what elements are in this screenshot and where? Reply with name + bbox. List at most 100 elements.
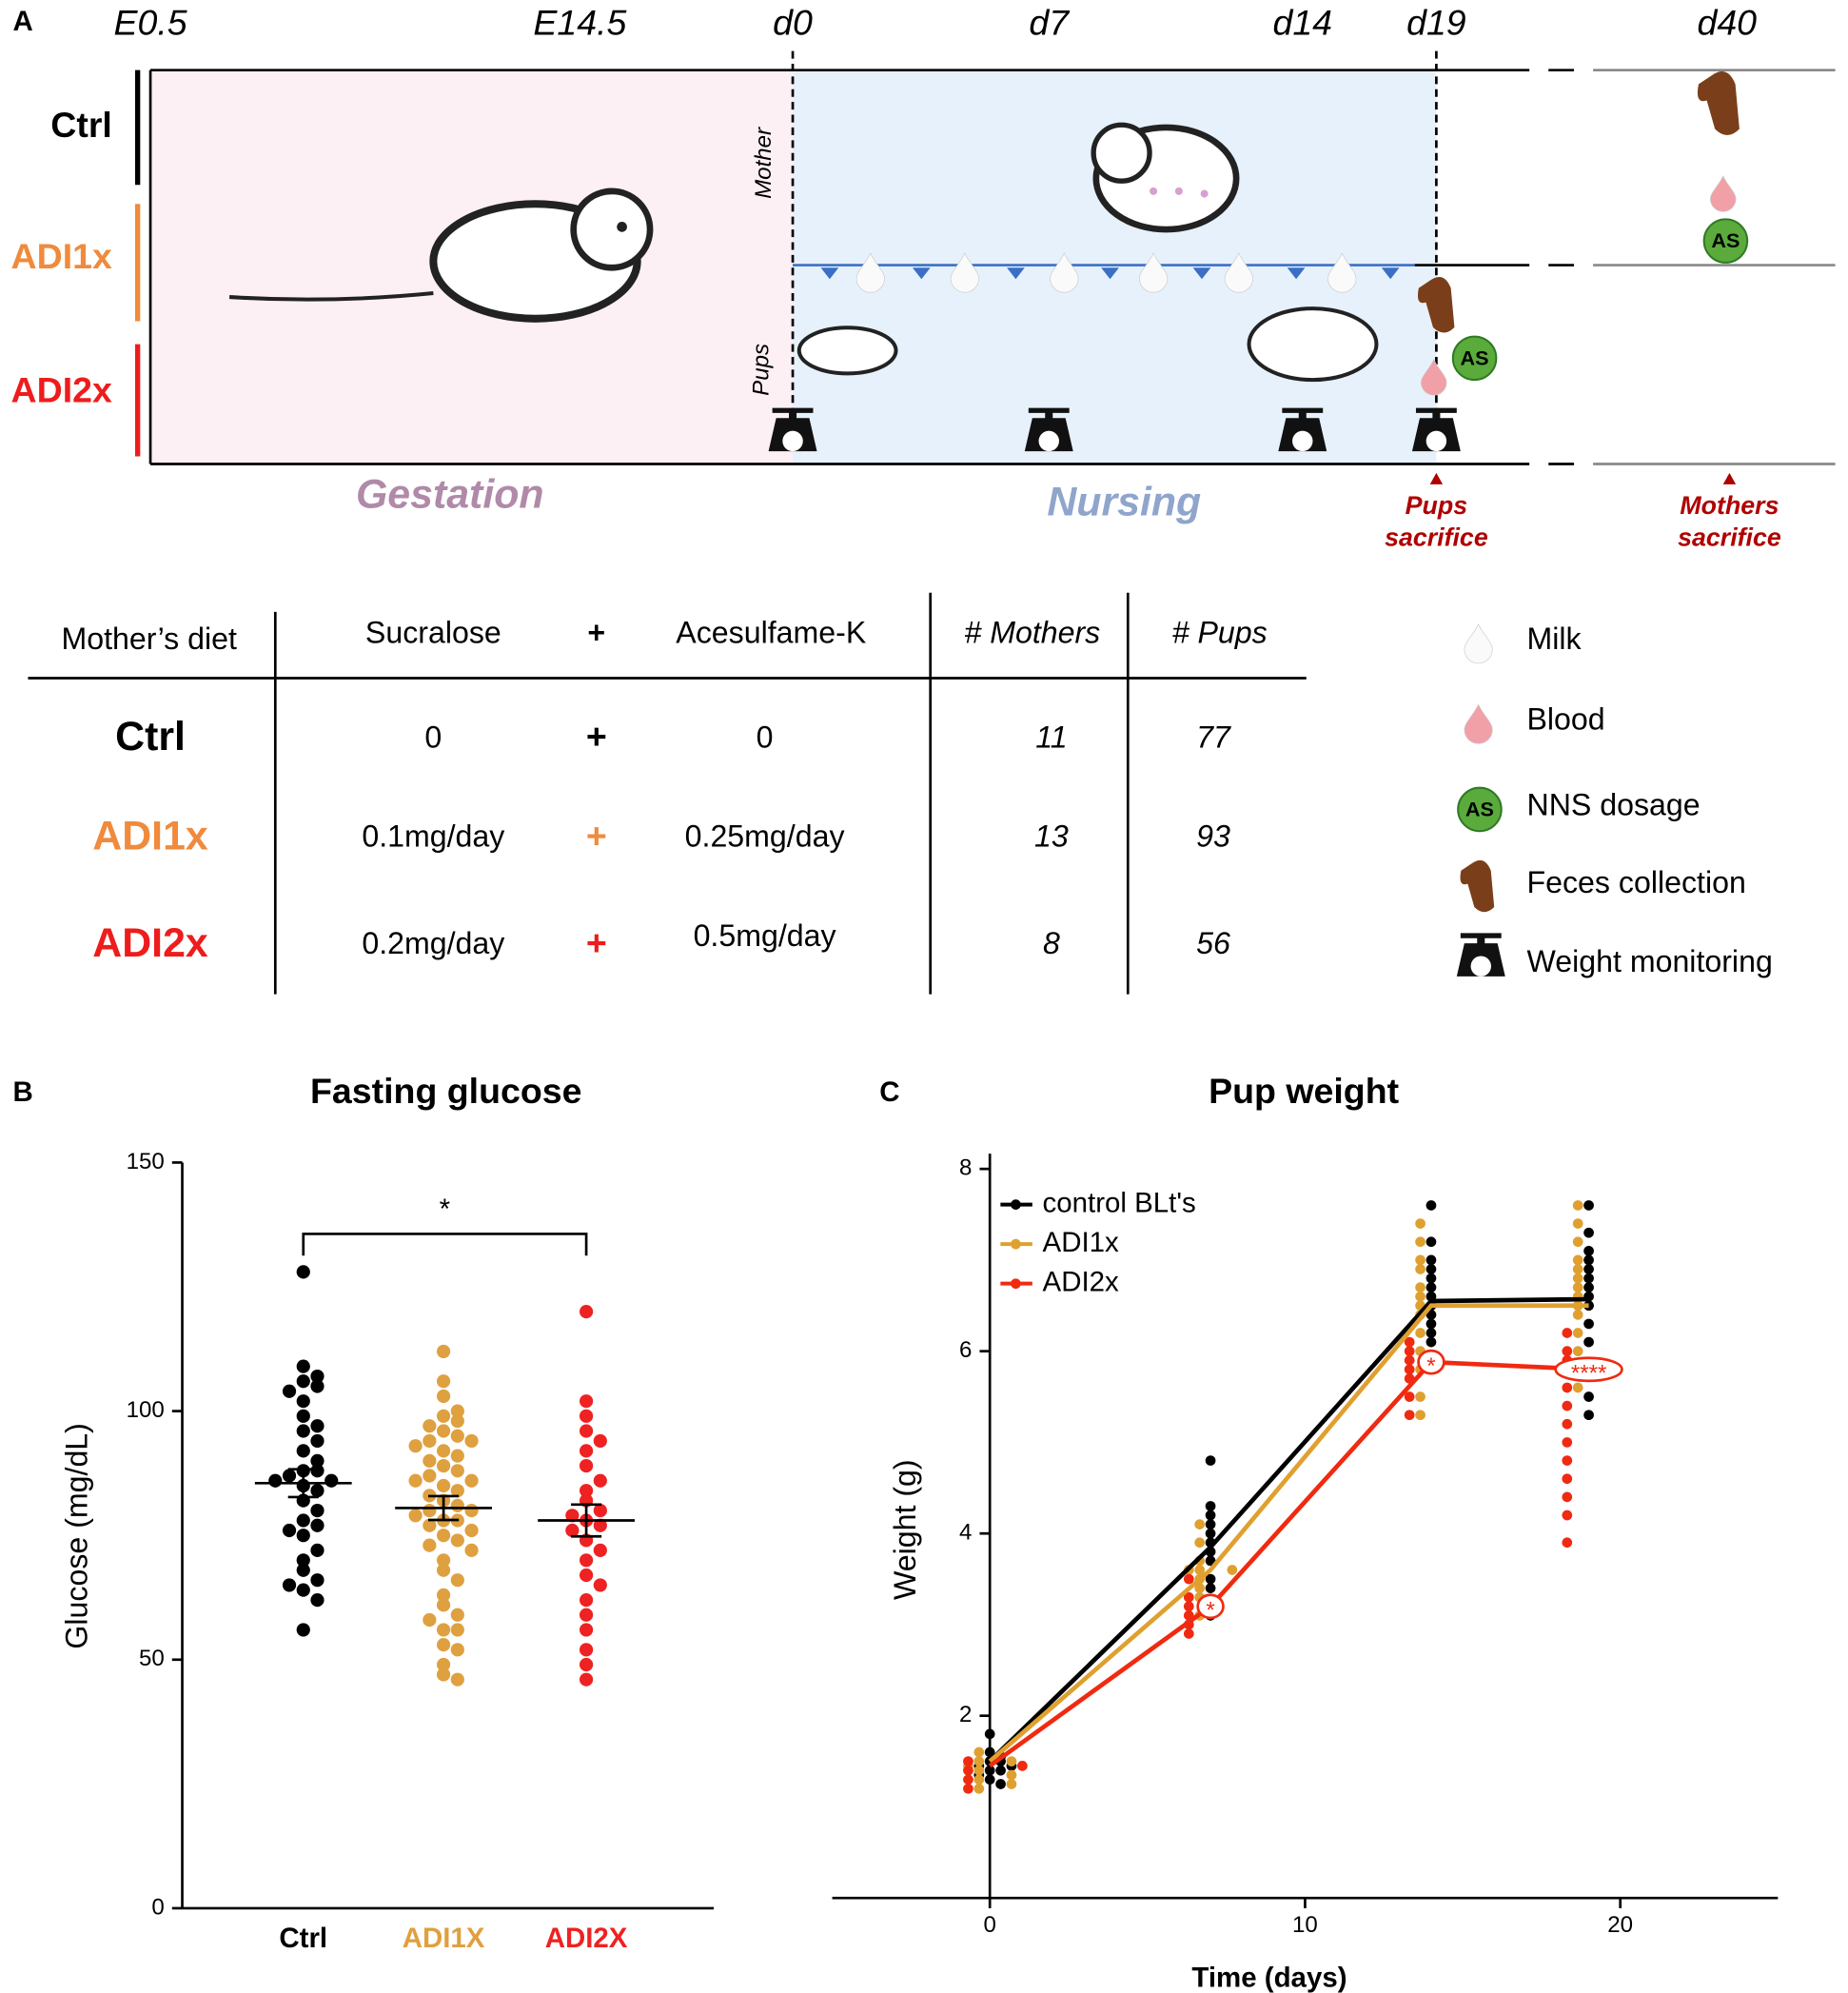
row-label: Mother [751, 127, 777, 199]
event-label: Pups [1406, 491, 1467, 520]
data-point [296, 1529, 310, 1543]
data-point [1006, 1756, 1017, 1766]
data-point [282, 1523, 297, 1538]
data-point [408, 1509, 423, 1523]
y-tick-label: 4 [959, 1520, 972, 1546]
data-point [1583, 1318, 1594, 1330]
data-point [1006, 1769, 1017, 1781]
data-point [973, 1756, 985, 1766]
nns-icon [1451, 335, 1498, 382]
table-cell: Ctrl [115, 714, 186, 760]
data-point [593, 1578, 607, 1592]
data-point [1562, 1418, 1573, 1430]
group-label: Ctrl [50, 105, 112, 145]
data-point [310, 1592, 324, 1608]
data-point [1583, 1410, 1594, 1421]
x-tick-label: 10 [1292, 1912, 1318, 1938]
error-bar [571, 1503, 602, 1538]
data-point [310, 1543, 324, 1557]
data-point [1425, 1336, 1437, 1348]
table-cell: 13 [1034, 819, 1069, 854]
table-cell: ADI1x [92, 814, 208, 859]
timeline-label: d7 [1029, 3, 1071, 43]
data-point [963, 1756, 973, 1766]
table-cell: + [586, 923, 607, 963]
annotation-ring [1554, 1356, 1623, 1383]
data-point [579, 1553, 594, 1568]
data-point [1415, 1264, 1425, 1274]
data-point [423, 1453, 437, 1468]
data-point [1194, 1565, 1206, 1575]
data-point [324, 1473, 339, 1488]
data-point [963, 1765, 973, 1776]
scale-icon [768, 407, 817, 452]
feces-icon [1697, 71, 1740, 135]
data-point [1425, 1264, 1437, 1274]
y-axis-label: Weight (g) [888, 1459, 922, 1600]
milk-drop [855, 252, 885, 293]
table-cell: 8 [1043, 926, 1060, 960]
mean-line [988, 1303, 1589, 1764]
data-point [436, 1478, 451, 1493]
triangles [820, 267, 1400, 280]
table-header: # Pups [1172, 615, 1268, 649]
legend-marker [1011, 1199, 1021, 1210]
data-point [1415, 1254, 1425, 1266]
row-label: Pups [748, 344, 774, 396]
data-point [579, 1623, 594, 1637]
x-tick-label: 0 [983, 1912, 995, 1938]
legend-label: Feces collection [1526, 865, 1745, 899]
table-cell: 0 [424, 720, 442, 754]
data-point [1194, 1537, 1206, 1549]
data-point [436, 1458, 451, 1473]
data-point [973, 1774, 985, 1786]
blood-drop [1420, 358, 1447, 396]
data-point [984, 1746, 995, 1758]
table-header: # Mothers [964, 615, 1100, 649]
data-point [1415, 1291, 1425, 1302]
data-point [1183, 1628, 1194, 1639]
data-point [963, 1774, 973, 1786]
data-point [973, 1746, 985, 1758]
data-point [579, 1305, 594, 1319]
data-point [310, 1484, 324, 1498]
data-point [579, 1657, 594, 1672]
data-point [1562, 1346, 1573, 1357]
data-point [1404, 1410, 1415, 1421]
feces-icon [1417, 276, 1455, 333]
data-point [973, 1783, 985, 1794]
data-point [450, 1672, 464, 1687]
sacrifice-arrow [1722, 472, 1737, 484]
data-point [296, 1359, 310, 1373]
data-point [1583, 1245, 1594, 1256]
data-point [296, 1409, 310, 1423]
data-point [282, 1469, 297, 1483]
annotation-label: * [1426, 1353, 1435, 1379]
annotation-ring [1417, 1349, 1445, 1375]
data-point [310, 1433, 324, 1449]
data-point [1205, 1573, 1216, 1585]
milk-drop [1327, 252, 1357, 293]
data-point [1205, 1519, 1216, 1529]
nns-icon-text: AS [1711, 228, 1740, 252]
data-point [436, 1553, 451, 1568]
data-point [1583, 1282, 1594, 1292]
data-point [408, 1473, 423, 1488]
data-point [973, 1765, 985, 1776]
mean-line [988, 1359, 1589, 1768]
annotation-ring [1196, 1593, 1225, 1620]
table-dividers [273, 592, 1130, 995]
scale-dial [1425, 430, 1447, 452]
data-point [296, 1394, 310, 1409]
phase-label: Gestation [356, 472, 544, 518]
data-point [593, 1473, 607, 1488]
timeline-label: d40 [1697, 3, 1757, 43]
nns-icon [1702, 218, 1749, 264]
data-point [565, 1509, 580, 1523]
data-point [1415, 1236, 1425, 1248]
table-cell: 0.2mg/day [362, 926, 504, 960]
table-cell: 0.5mg/day [694, 918, 836, 953]
data-point [1415, 1218, 1425, 1229]
data-point [1006, 1779, 1017, 1789]
x-axis-label: Time (days) [1191, 1963, 1347, 1993]
